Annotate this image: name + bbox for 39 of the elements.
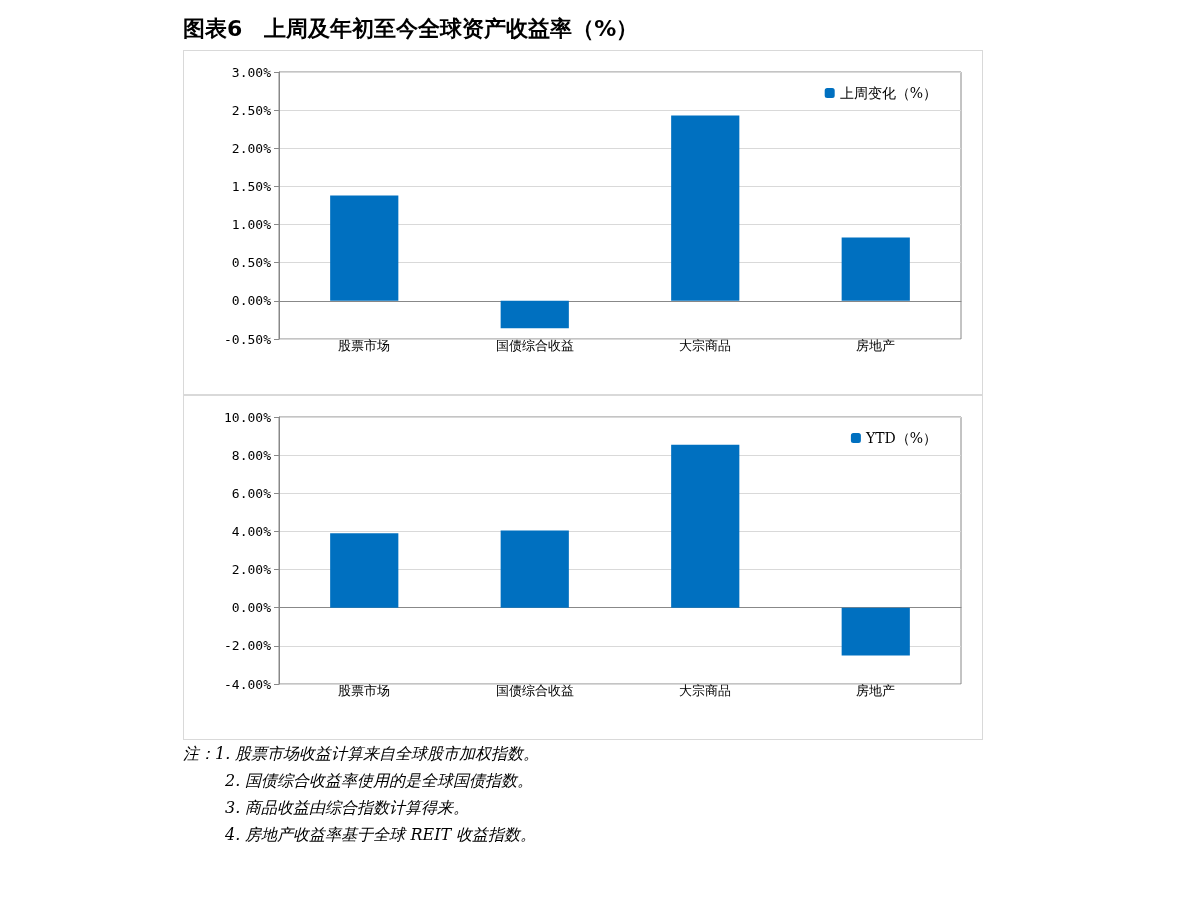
x-tick-label: 大宗商品 — [679, 338, 732, 353]
y-tick-label: 2.00% — [231, 140, 272, 156]
x-tick-label: 房地产 — [856, 683, 896, 698]
y-tick-label: 0.00% — [231, 600, 272, 616]
y-tick-label: 2.50% — [231, 102, 272, 118]
x-tick-label: 房地产 — [856, 338, 896, 353]
text: 2. 国债综合收益率使用的是全球国债指数。 — [224, 770, 535, 792]
chart-title: 图表6 上周及年初至今全球资产收益率（%） — [183, 15, 640, 43]
y-tick-label: -0.50% — [224, 331, 272, 347]
y-tick-label: 1.50% — [231, 178, 272, 194]
bar — [500, 300, 569, 329]
bar — [330, 195, 399, 301]
y-tick-label: 10.00% — [224, 409, 272, 425]
x-tick-label: 国债综合收益 — [495, 338, 574, 353]
y-tick-label: 2.00% — [231, 562, 272, 578]
x-tick-label: 国债综合收益 — [495, 683, 574, 698]
y-tick-label: 8.00% — [231, 447, 272, 463]
x-tick-label: 大宗商品 — [679, 683, 732, 698]
bar — [841, 607, 910, 656]
legend-label: 上周变化（%） — [839, 85, 938, 101]
y-tick-label: 3.00% — [231, 64, 272, 80]
text: 4. 房地产收益率基于全球 REIT 收益指数。 — [224, 824, 538, 846]
legend-label: YTD（%） — [864, 430, 937, 446]
bar — [330, 533, 399, 608]
y-tick-label: -4.00% — [224, 676, 272, 692]
x-tick-label: 股票市场 — [338, 338, 391, 353]
y-tick-label: 0.50% — [231, 255, 272, 271]
bar — [671, 115, 740, 301]
y-tick-label: 6.00% — [231, 485, 272, 501]
y-tick-label: 4.00% — [231, 523, 272, 539]
bar — [500, 530, 569, 608]
y-tick-label: 1.00% — [231, 217, 272, 233]
bar — [671, 444, 740, 608]
bar — [841, 237, 910, 301]
text: 注：1. 股票市场收益计算来自全球股市加权指数。 — [183, 743, 541, 765]
y-tick-label: 0.00% — [231, 293, 272, 309]
text: 3. 商品收益由综合指数计算得来。 — [224, 797, 471, 819]
y-tick-label: -2.00% — [224, 638, 272, 654]
x-tick-label: 股票市场 — [338, 683, 391, 698]
